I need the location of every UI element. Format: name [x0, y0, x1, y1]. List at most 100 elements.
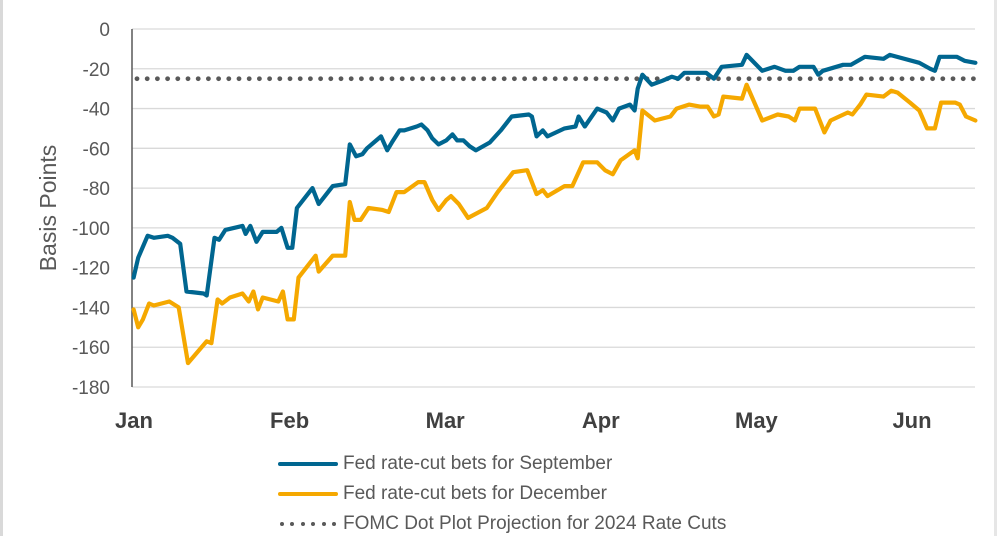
september-series-line	[131, 52, 978, 298]
fomc-dot	[756, 76, 762, 82]
fomc-dot	[746, 76, 752, 82]
fomc-dot	[593, 76, 599, 82]
legend-item-september: Fed rate-cut bets for September	[278, 449, 726, 479]
fomc-dot	[563, 76, 568, 82]
fomc-dotted-line	[134, 76, 976, 82]
y-tick-label: -180	[72, 378, 110, 399]
legend-swatch-september	[278, 462, 338, 466]
fomc-dot	[399, 76, 405, 82]
y-tick-label: 0	[99, 20, 110, 41]
fomc-dot	[277, 76, 283, 82]
fomc-dot	[726, 76, 731, 82]
fomc-dot	[807, 76, 813, 82]
fomc-dot	[450, 76, 456, 82]
legend-item-fomc: FOMC Dot Plot Projection for 2024 Rate C…	[278, 509, 726, 539]
fomc-dot	[318, 76, 323, 82]
fomc-dot	[328, 76, 334, 82]
gridlines	[132, 28, 975, 388]
fomc-dot	[461, 76, 466, 82]
fomc-dot	[624, 76, 629, 82]
fomc-dot	[960, 76, 966, 82]
x-tick-label: Jan	[115, 408, 153, 433]
fomc-dot	[909, 76, 915, 82]
fomc-dot	[185, 76, 191, 82]
fomc-dot	[838, 76, 844, 82]
fomc-dot	[940, 76, 946, 82]
y-axis-label: Basis Points	[35, 145, 61, 272]
fomc-dot	[430, 76, 436, 82]
fomc-dot	[685, 76, 691, 82]
fomc-dot	[736, 76, 742, 82]
fomc-dot	[920, 76, 925, 82]
fomc-dot	[767, 76, 772, 82]
fomc-dot	[226, 76, 232, 82]
fomc-dot	[410, 76, 415, 82]
fomc-dot	[236, 76, 242, 82]
legend-label: Fed rate-cut bets for September	[343, 453, 613, 474]
fomc-dot	[654, 76, 660, 82]
fomc-dot	[420, 76, 425, 82]
fomc-dot	[716, 76, 721, 82]
y-tick-label: -140	[72, 298, 110, 319]
x-tick-label: Apr	[582, 408, 620, 433]
fomc-dot	[175, 76, 181, 82]
december-series-line	[131, 82, 978, 366]
fomc-dot	[359, 76, 364, 82]
fomc-dot	[379, 76, 385, 82]
fomc-dot	[858, 76, 864, 82]
fomc-dot	[297, 76, 303, 82]
x-tick-label: May	[735, 408, 779, 433]
fomc-dot	[287, 76, 293, 82]
y-tick-label: -160	[72, 338, 110, 359]
fomc-dot	[501, 76, 507, 82]
fomc-dot	[134, 76, 140, 82]
fomc-dot	[338, 76, 344, 82]
fomc-dot	[848, 76, 854, 82]
y-axis-ticks: 0 -20 -40 -60 -80 -100 -120 -140 -160 -180	[72, 20, 110, 399]
fomc-dot	[614, 76, 619, 82]
fomc-dot	[389, 76, 395, 82]
series-lines	[131, 52, 978, 366]
y-tick-label: -20	[83, 60, 110, 81]
legend-item-december: Fed rate-cut bets for December	[278, 479, 726, 509]
y-tick-label: -100	[72, 219, 110, 240]
fomc-dot	[879, 76, 884, 82]
legend-label: Fed rate-cut bets for December	[343, 483, 607, 504]
fomc-dot	[552, 76, 558, 82]
fomc-dot	[481, 76, 487, 82]
fomc-dot	[583, 76, 589, 82]
fomc-dot	[308, 76, 313, 82]
fomc-dot	[369, 76, 374, 82]
fomc-dot	[348, 76, 354, 82]
fomc-dot	[246, 76, 252, 82]
legend: Fed rate-cut bets for September Fed rate…	[278, 449, 726, 539]
frame-border-left	[0, 0, 3, 536]
fomc-dot	[889, 76, 895, 82]
fomc-dot	[165, 76, 171, 82]
fomc-dot	[787, 76, 793, 82]
fomc-dot	[216, 76, 222, 82]
frame-border-right	[994, 0, 997, 536]
y-tick-label: -40	[83, 100, 110, 121]
fomc-dot	[573, 76, 578, 82]
y-tick-label: -60	[83, 139, 110, 160]
fomc-dot	[828, 76, 833, 82]
fomc-dot	[257, 76, 262, 82]
y-tick-label: -120	[72, 259, 110, 280]
fomc-dot	[522, 76, 527, 82]
fomc-dot	[144, 76, 150, 82]
x-axis-ticks: Jan Feb Mar Apr May Jun	[115, 408, 932, 433]
fomc-dot	[267, 76, 272, 82]
legend-swatch-december	[278, 492, 338, 496]
fomc-dot	[471, 76, 476, 82]
fomc-dot	[899, 76, 905, 82]
fomc-dot	[195, 76, 201, 82]
fomc-dot	[603, 76, 609, 82]
fomc-dot	[971, 76, 976, 82]
fomc-dot	[155, 76, 160, 82]
x-tick-label: Feb	[270, 408, 309, 433]
fomc-dot	[634, 76, 640, 82]
fomc-dot	[695, 76, 701, 82]
fomc-dot	[818, 76, 823, 82]
